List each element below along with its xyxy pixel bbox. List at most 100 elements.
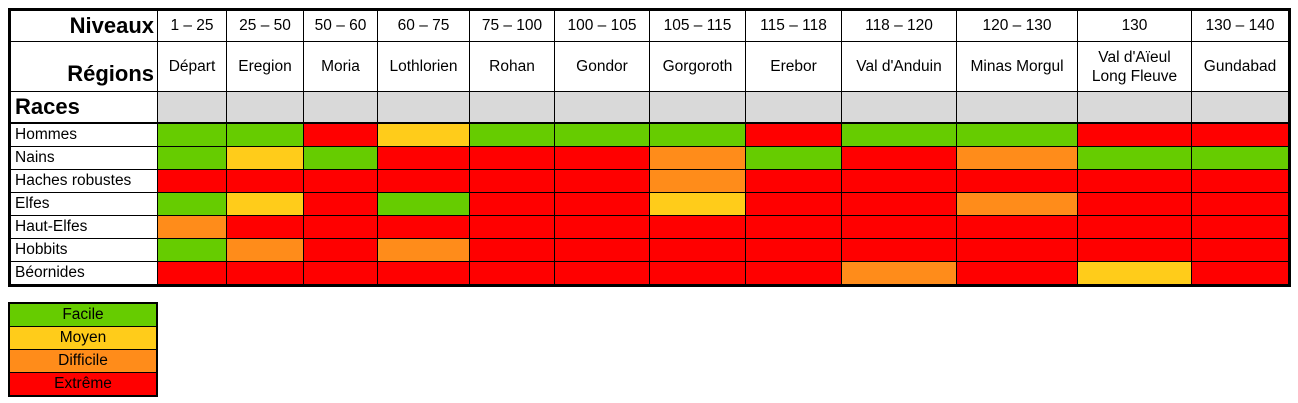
difficulty-cell-extreme [745, 215, 842, 239]
region-header: Val d'Anduin [841, 41, 957, 92]
races-header-spacer [956, 91, 1078, 124]
races-header-spacer [841, 91, 957, 124]
difficulty-cell-extreme [1077, 192, 1192, 216]
legend-label: Extrême [9, 372, 157, 396]
race-name: Haut-Elfes [9, 215, 158, 239]
level-range-header: 100 – 105 [554, 9, 650, 42]
legend-label: Moyen [9, 326, 157, 350]
legend-label: Facile [9, 303, 157, 327]
legend: Facile Moyen Difficile Extrême [8, 302, 158, 397]
difficulty-cell-moyen [649, 192, 746, 216]
difficulty-cell-facile [745, 146, 842, 170]
legend-item-difficile: Difficile [9, 349, 157, 373]
difficulty-cell-extreme [377, 169, 470, 193]
difficulty-cell-extreme [745, 261, 842, 286]
difficulty-table: Niveaux 1 – 25 25 – 50 50 – 60 60 – 75 75 – … [8, 8, 1291, 287]
races-header-spacer [303, 91, 378, 124]
difficulty-cell-extreme [956, 215, 1078, 239]
difficulty-cell-extreme [745, 122, 842, 147]
races-header-spacer [649, 91, 746, 124]
level-range-header: 50 – 60 [303, 9, 378, 42]
difficulty-cell-difficile [649, 169, 746, 193]
race-row: Elfes [9, 192, 1290, 216]
difficulty-cell-extreme [377, 146, 470, 170]
difficulty-cell-extreme [1191, 169, 1290, 193]
difficulty-cell-extreme [303, 122, 378, 147]
difficulty-cell-extreme [554, 169, 650, 193]
difficulty-cell-extreme [226, 215, 304, 239]
difficulty-cell-facile [956, 122, 1078, 147]
difficulty-cell-extreme [469, 146, 555, 170]
difficulty-cell-difficile [226, 238, 304, 262]
difficulty-cell-facile [1191, 146, 1290, 170]
difficulty-cell-extreme [1191, 238, 1290, 262]
difficulty-cell-extreme [303, 169, 378, 193]
difficulty-cell-moyen [226, 192, 304, 216]
races-header-spacer [469, 91, 555, 124]
region-header: Départ [157, 41, 227, 92]
races-header-spacer [377, 91, 470, 124]
difficulty-cell-facile [469, 122, 555, 147]
level-range-header: 25 – 50 [226, 9, 304, 42]
race-row: Haches robustes [9, 169, 1290, 193]
race-row: Hobbits [9, 238, 1290, 262]
race-name: Hommes [9, 122, 158, 147]
difficulty-cell-extreme [1191, 192, 1290, 216]
region-header: Gundabad [1191, 41, 1290, 92]
difficulty-cell-extreme [554, 261, 650, 286]
level-range-header: 130 – 140 [1191, 9, 1290, 42]
difficulty-cell-extreme [469, 261, 555, 286]
difficulty-cell-difficile [956, 146, 1078, 170]
region-header: Minas Morgul [956, 41, 1078, 92]
race-name: Nains [9, 146, 158, 170]
difficulty-cell-extreme [841, 146, 957, 170]
levels-label: Niveaux [9, 9, 158, 42]
level-range-header: 118 – 120 [841, 9, 957, 42]
region-header: Lothlorien [377, 41, 470, 92]
level-range-header: 60 – 75 [377, 9, 470, 42]
difficulty-cell-facile [303, 146, 378, 170]
difficulty-cell-extreme [554, 238, 650, 262]
race-row: Hommes [9, 122, 1290, 147]
legend-item-moyen: Moyen [9, 326, 157, 350]
difficulty-cell-extreme [469, 192, 555, 216]
difficulty-cell-extreme [1191, 261, 1290, 286]
difficulty-cell-facile [157, 238, 227, 262]
race-name: Hobbits [9, 238, 158, 262]
regions-label: Régions [9, 41, 158, 92]
difficulty-cell-extreme [469, 215, 555, 239]
region-header: Eregion [226, 41, 304, 92]
legend-item-facile: Facile [9, 303, 157, 327]
race-row: Nains [9, 146, 1290, 170]
difficulty-cell-difficile [956, 192, 1078, 216]
difficulty-cell-extreme [841, 238, 957, 262]
difficulty-cell-extreme [554, 192, 650, 216]
races-header-spacer [745, 91, 842, 124]
difficulty-cell-extreme [303, 192, 378, 216]
difficulty-cell-facile [1077, 146, 1192, 170]
difficulty-cell-extreme [377, 261, 470, 286]
difficulty-cell-extreme [226, 169, 304, 193]
difficulty-cell-facile [841, 122, 957, 147]
difficulty-cell-extreme [841, 192, 957, 216]
level-range-header: 75 – 100 [469, 9, 555, 42]
difficulty-cell-extreme [1191, 215, 1290, 239]
difficulty-cell-extreme [469, 169, 555, 193]
region-header: Gondor [554, 41, 650, 92]
races-header-spacer [554, 91, 650, 124]
difficulty-cell-extreme [1077, 238, 1192, 262]
race-row: Haut-Elfes [9, 215, 1290, 239]
difficulty-cell-extreme [1191, 122, 1290, 147]
race-row: Béornides [9, 261, 1290, 286]
difficulty-cell-moyen [226, 146, 304, 170]
difficulty-cell-facile [649, 122, 746, 147]
region-header: Rohan [469, 41, 555, 92]
difficulty-cell-extreme [554, 215, 650, 239]
region-header: Val d'Aïeul Long Fleuve [1077, 41, 1192, 92]
region-header: Moria [303, 41, 378, 92]
difficulty-cell-extreme [1077, 169, 1192, 193]
level-range-header: 105 – 115 [649, 9, 746, 42]
region-header: Erebor [745, 41, 842, 92]
difficulty-cell-extreme [377, 215, 470, 239]
difficulty-cell-extreme [745, 238, 842, 262]
